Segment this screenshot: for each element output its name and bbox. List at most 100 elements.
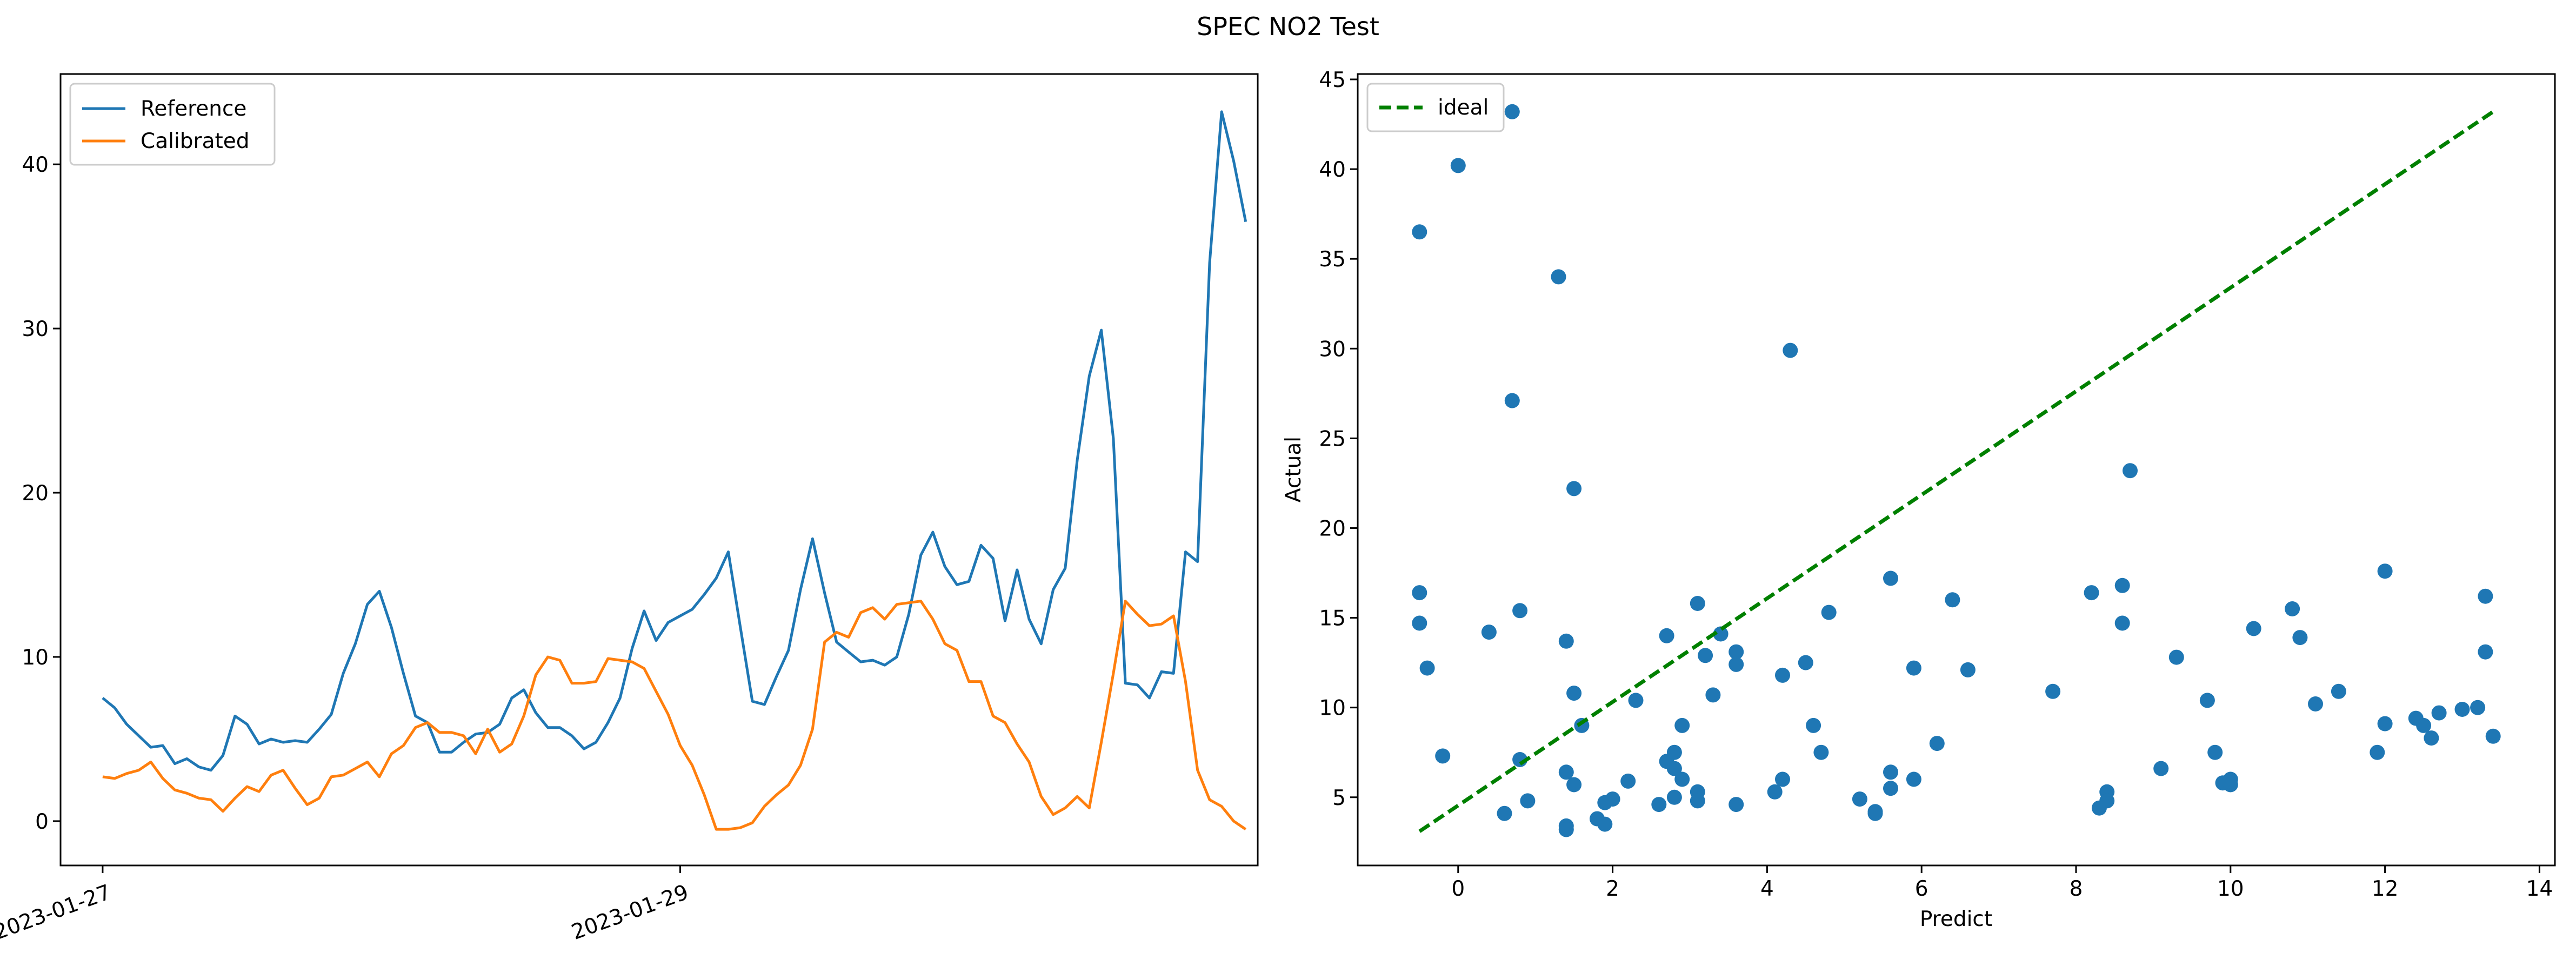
scatter-point [2292, 630, 2308, 646]
scatter-point [1929, 736, 1945, 751]
y-tick-label: 35 [1319, 247, 1346, 272]
scatter-point [1512, 603, 1528, 619]
y-tick-label: 40 [22, 153, 49, 177]
scatter-point [1412, 585, 1427, 601]
scatter-point [1666, 761, 1682, 776]
x-tick-label: 10 [2217, 877, 2244, 901]
scatter-point [2168, 649, 2184, 665]
scatter-point [2123, 463, 2138, 479]
scatter-point [1558, 822, 1574, 837]
scatter-point [2308, 696, 2323, 711]
legend-label: Reference [141, 97, 246, 121]
x-tick-label: 12 [2372, 877, 2399, 901]
scatter-point [2114, 578, 2130, 593]
scatter-point [2478, 644, 2493, 660]
scatter-point [1906, 660, 1921, 676]
scatter-point [1605, 791, 1620, 807]
scatter-point [1666, 789, 1682, 805]
scatter-point [2454, 702, 2470, 717]
scatter-point [2207, 744, 2223, 760]
y-tick-label: 30 [1319, 337, 1346, 361]
scatter-point [1690, 793, 1705, 809]
scatter-point [1659, 628, 1674, 643]
scatter-point [1690, 596, 1705, 611]
x-tick-label: 4 [1760, 877, 1774, 901]
scatter-point [1620, 773, 1636, 789]
y-tick-label: 40 [1319, 158, 1346, 182]
scatter-point [2485, 728, 2501, 744]
scatter-point [1566, 777, 1582, 793]
scatter-point [1821, 605, 1837, 620]
scatter-point [1412, 224, 1427, 240]
scatter-point [2478, 588, 2493, 604]
scatter-point [2431, 705, 2447, 721]
scatter-point [1628, 693, 1644, 708]
scatter-point [1674, 771, 1690, 787]
y-tick-label: 5 [1332, 786, 1346, 810]
scatter-point [1558, 633, 1574, 649]
scatter-point [1504, 104, 1520, 119]
scatter-point [1481, 625, 1497, 640]
y-tick-label: 20 [1319, 516, 1346, 541]
scatter-point [1504, 393, 1520, 408]
series-line-calibrated [102, 600, 1247, 831]
scatter-point [1813, 744, 1829, 760]
legend-box [1366, 83, 1505, 132]
scatter-point [1883, 781, 1898, 796]
scatter-point [2377, 716, 2393, 731]
scatter-point [2416, 717, 2432, 733]
x-tick-label: 14 [2526, 877, 2553, 901]
scatter-point [1705, 687, 1721, 703]
scatter-point [1767, 784, 1783, 800]
scatter-point [2470, 700, 2486, 715]
scatter-panel: 5 10 15 20 25 30 35 40 45 0 2 4 6 8 10 12 14 Predict Ac… [1282, 68, 2556, 931]
scatter-point [1883, 570, 1898, 586]
y-tick-label: 10 [22, 646, 49, 670]
ideal-line [1418, 110, 2494, 833]
scatter-point [2199, 693, 2215, 708]
scatter-point [2223, 777, 2238, 793]
scatter-point [2114, 615, 2130, 631]
scatter-point [1945, 592, 1960, 608]
scatter-point [2377, 563, 2393, 579]
scatter-point [1520, 793, 1536, 809]
scatter-point [1674, 717, 1690, 733]
y-tick-label: 25 [1319, 427, 1346, 451]
scatter-plot-frame [1357, 73, 2556, 867]
x-tick-label: 0 [1451, 877, 1465, 901]
scatter-point [1450, 158, 1466, 173]
scatter-point [1566, 686, 1582, 701]
legend-label: ideal [1438, 96, 1489, 120]
series-line-reference [102, 110, 1247, 772]
scatter-point [1852, 791, 1867, 807]
scatter-point [1798, 655, 1813, 670]
scatter-point [1960, 662, 1976, 677]
x-tick-label: 2 [1606, 877, 1619, 901]
scatter-point [1729, 797, 1744, 813]
scatter-point [1566, 481, 1582, 496]
scatter-point [1551, 269, 1566, 285]
scatter-point [1412, 615, 1427, 631]
scatter-legend: ideal [1366, 83, 1505, 132]
y-tick-label: 20 [22, 481, 49, 506]
scatter-point [1651, 797, 1667, 813]
scatter-point [1419, 660, 1435, 676]
legend-box [69, 83, 276, 166]
scatter-point [1558, 764, 1574, 780]
legend-label: Calibrated [141, 129, 250, 153]
scatter-point [1783, 343, 1798, 358]
y-tick-label: 15 [1319, 607, 1346, 631]
y-tick-label: 45 [1319, 68, 1346, 92]
scatter-y-axis-label: Actual [1282, 437, 1306, 502]
scatter-point [1906, 771, 1921, 787]
scatter-point [1729, 644, 1744, 660]
y-tick-label: 10 [1319, 696, 1346, 721]
scatter-point [2099, 793, 2115, 809]
scatter-point [2285, 601, 2300, 616]
scatter-point [2331, 683, 2346, 699]
scatter-point [1698, 648, 1713, 663]
y-tick-label: 30 [22, 317, 49, 341]
scatter-x-axis-label: Predict [1920, 907, 1992, 931]
scatter-point [1713, 626, 1729, 642]
